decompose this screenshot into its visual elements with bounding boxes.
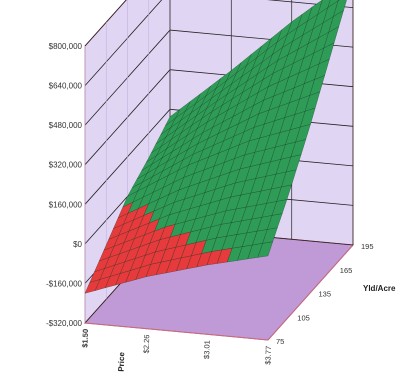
y-tick-label: 195 [361, 242, 374, 251]
front-edge [84, 322, 269, 341]
y-axis-title: Yld/Acre [363, 284, 396, 293]
x-tick-label: $3.77 [263, 346, 273, 365]
z-tick-label: $0 [73, 240, 82, 249]
z-tick-label: $160,000 [49, 200, 83, 209]
z-tick-label: $640,000 [49, 82, 83, 91]
surface-cell [257, 241, 273, 258]
y-tick-label: 135 [319, 290, 332, 299]
z-tick-label: $320,000 [49, 161, 83, 170]
z-tick-label: $480,000 [49, 121, 83, 130]
x-tick-label: $2.26 [142, 334, 152, 353]
z-tick-label: -$320,000 [46, 319, 83, 328]
right-edge [267, 244, 354, 341]
z-tick-label: $800,000 [49, 42, 83, 51]
x-tick-label: $1.50 [80, 329, 90, 348]
y-tick-label: 105 [297, 313, 310, 322]
tick-labels: $800,000 $640,000 $480,000 $320,000 $160,000… [46, 42, 374, 365]
y-tick-label: 75 [276, 337, 284, 346]
x-axis-title: Price [117, 351, 127, 371]
x-tick-label: $3.01 [202, 340, 212, 359]
z-tick-label: -$160,000 [46, 279, 83, 288]
surface-mesh [84, 0, 347, 294]
y-tick-label: 165 [340, 266, 353, 275]
z-gridline [84, 0, 127, 47]
